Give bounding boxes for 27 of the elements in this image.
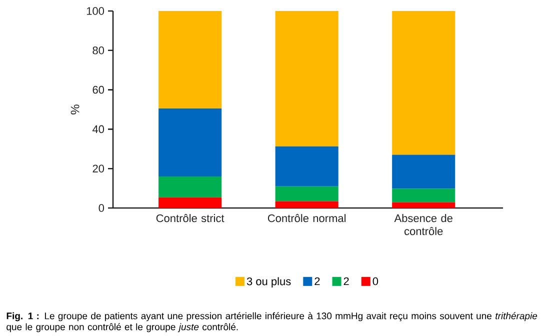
- bar: [275, 10, 338, 146]
- bar: [158, 197, 222, 208]
- x-tick-label: Absence de contrôle: [394, 214, 452, 236]
- bar: [275, 201, 338, 208]
- y-tick-label: 100: [86, 7, 104, 15]
- bar: [392, 202, 456, 208]
- bar: [158, 10, 222, 109]
- x-tick-label: Contrôle normal: [268, 214, 346, 222]
- y-tick-label: 80: [92, 46, 104, 54]
- y-tick-label: 60: [92, 86, 104, 94]
- legend-label: 0: [372, 277, 378, 286]
- bar: [275, 186, 338, 202]
- bar: [275, 146, 338, 186]
- y-axis-title: %: [70, 104, 80, 114]
- legend-label: 2: [344, 277, 349, 286]
- legend-label: 3 ou plus: [246, 277, 291, 288]
- bar: [158, 176, 222, 198]
- y-tick-label: 40: [92, 125, 104, 134]
- bar: [392, 10, 456, 155]
- text: Fig. 1 : Le groupe de patients ayant une pression artérielle inférieure à 130 mmHg avait reçu moins souvent une trithérapie que le groupe non contrôlé et le groupe juste contrôlé.: [6, 312, 538, 332]
- x-tick-label: Contrôle strict: [156, 214, 224, 222]
- bar: [158, 108, 222, 176]
- bar: [392, 154, 456, 189]
- y-tick-label: 20: [92, 164, 104, 172]
- bar: [392, 188, 456, 202]
- y-tick-label: 0: [98, 204, 104, 212]
- legend-label: 2: [314, 277, 320, 286]
